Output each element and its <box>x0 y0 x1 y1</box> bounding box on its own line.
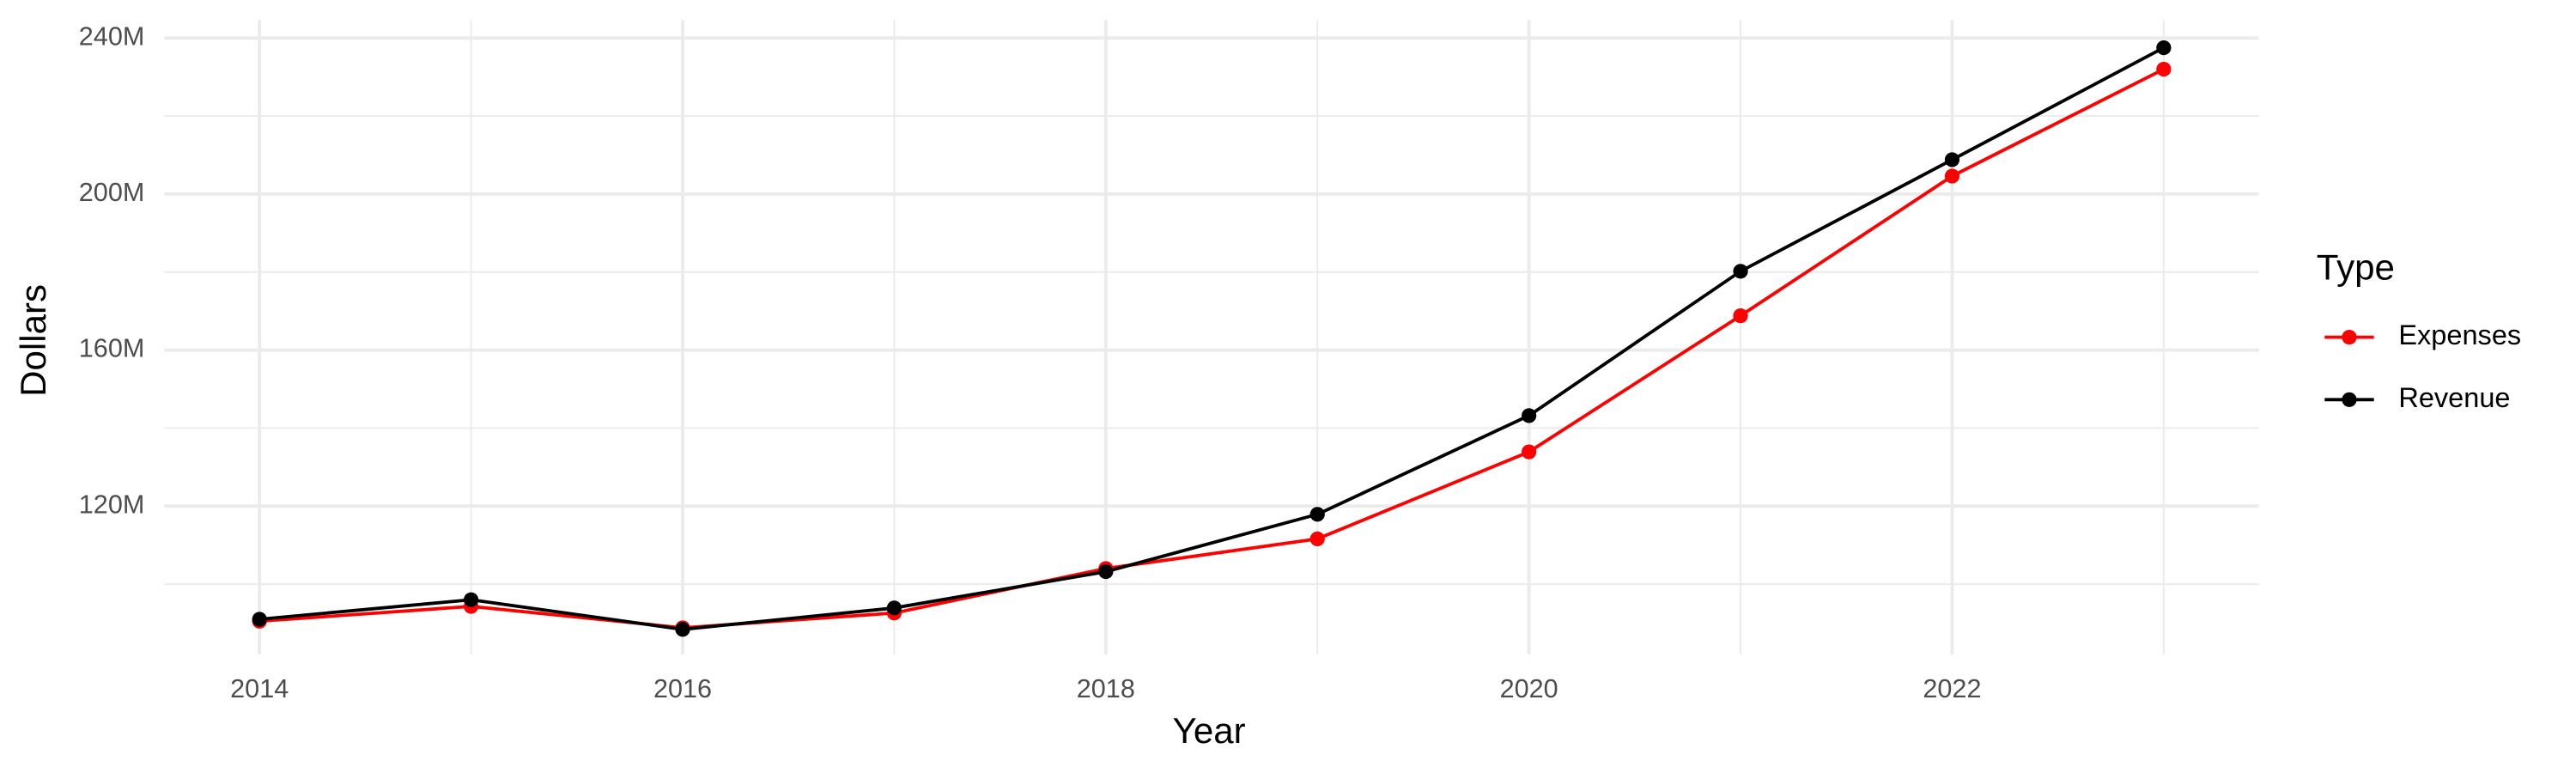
x-tick-label: 2018 <box>1077 674 1135 703</box>
data-point <box>252 612 267 627</box>
data-point <box>1733 264 1748 279</box>
data-point <box>1944 152 1960 167</box>
data-point <box>464 592 479 607</box>
y-axis-title: Dollars <box>13 284 53 397</box>
x-axis-title: Year <box>1173 710 1246 751</box>
data-point <box>1522 444 1537 460</box>
plot-area <box>252 40 2172 637</box>
data-point <box>2156 61 2172 77</box>
y-tick-label: 200M <box>79 178 145 207</box>
data-point <box>886 600 902 616</box>
data-point <box>1522 408 1537 423</box>
legend-key-point <box>2342 392 2357 407</box>
y-tick-label: 240M <box>79 21 145 51</box>
x-tick-label: 2022 <box>1923 674 1981 703</box>
data-point <box>1733 308 1748 324</box>
y-tick-label: 120M <box>79 490 145 519</box>
series-line <box>259 46 2165 631</box>
data-point <box>1309 507 1325 522</box>
y-tick-label: 160M <box>79 334 145 363</box>
data-point <box>2156 40 2172 56</box>
data-point <box>1309 531 1325 547</box>
legend-title: Type <box>2317 247 2395 287</box>
legend-key-point <box>2342 329 2357 345</box>
series-line <box>259 67 2165 630</box>
data-point <box>1944 168 1960 184</box>
grid <box>164 20 2259 654</box>
x-tick-label: 2016 <box>653 674 712 703</box>
legend-label: Expenses <box>2398 320 2521 350</box>
x-tick-label: 2020 <box>1500 674 1558 703</box>
data-point <box>1098 563 1114 580</box>
x-tick-label: 2014 <box>230 674 289 703</box>
legend-label: Revenue <box>2398 382 2510 413</box>
data-point <box>675 622 690 637</box>
